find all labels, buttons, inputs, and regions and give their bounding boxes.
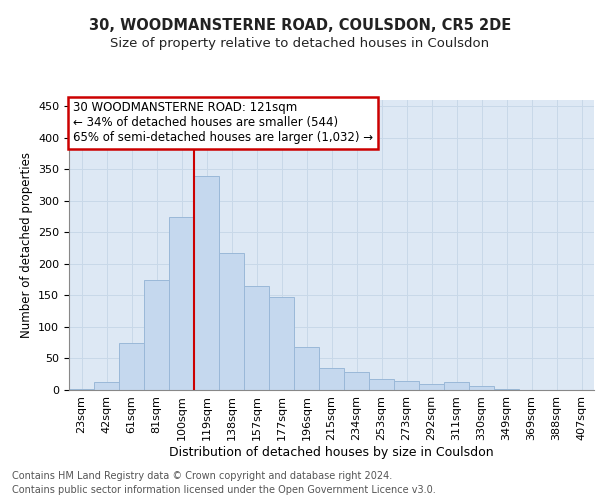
Text: Contains HM Land Registry data © Crown copyright and database right 2024.: Contains HM Land Registry data © Crown c… [12,471,392,481]
Bar [244,286,269,390]
Bar [469,386,494,390]
Bar [444,382,469,390]
Bar [144,280,169,390]
Bar [419,384,444,390]
Bar [319,368,344,390]
Bar [94,382,119,390]
Bar [219,252,244,390]
Text: 30, WOODMANSTERNE ROAD, COULSDON, CR5 2DE: 30, WOODMANSTERNE ROAD, COULSDON, CR5 2D… [89,18,511,32]
Bar [394,380,419,390]
Y-axis label: Number of detached properties: Number of detached properties [20,152,32,338]
Bar [169,216,194,390]
X-axis label: Distribution of detached houses by size in Coulsdon: Distribution of detached houses by size … [169,446,494,458]
Text: Contains public sector information licensed under the Open Government Licence v3: Contains public sector information licen… [12,485,436,495]
Text: 30 WOODMANSTERNE ROAD: 121sqm
← 34% of detached houses are smaller (544)
65% of : 30 WOODMANSTERNE ROAD: 121sqm ← 34% of d… [73,102,373,144]
Text: Size of property relative to detached houses in Coulsdon: Size of property relative to detached ho… [110,38,490,51]
Bar [344,372,369,390]
Bar [294,347,319,390]
Bar [269,298,294,390]
Bar [119,342,144,390]
Bar [194,176,219,390]
Bar [369,378,394,390]
Bar [69,388,94,390]
